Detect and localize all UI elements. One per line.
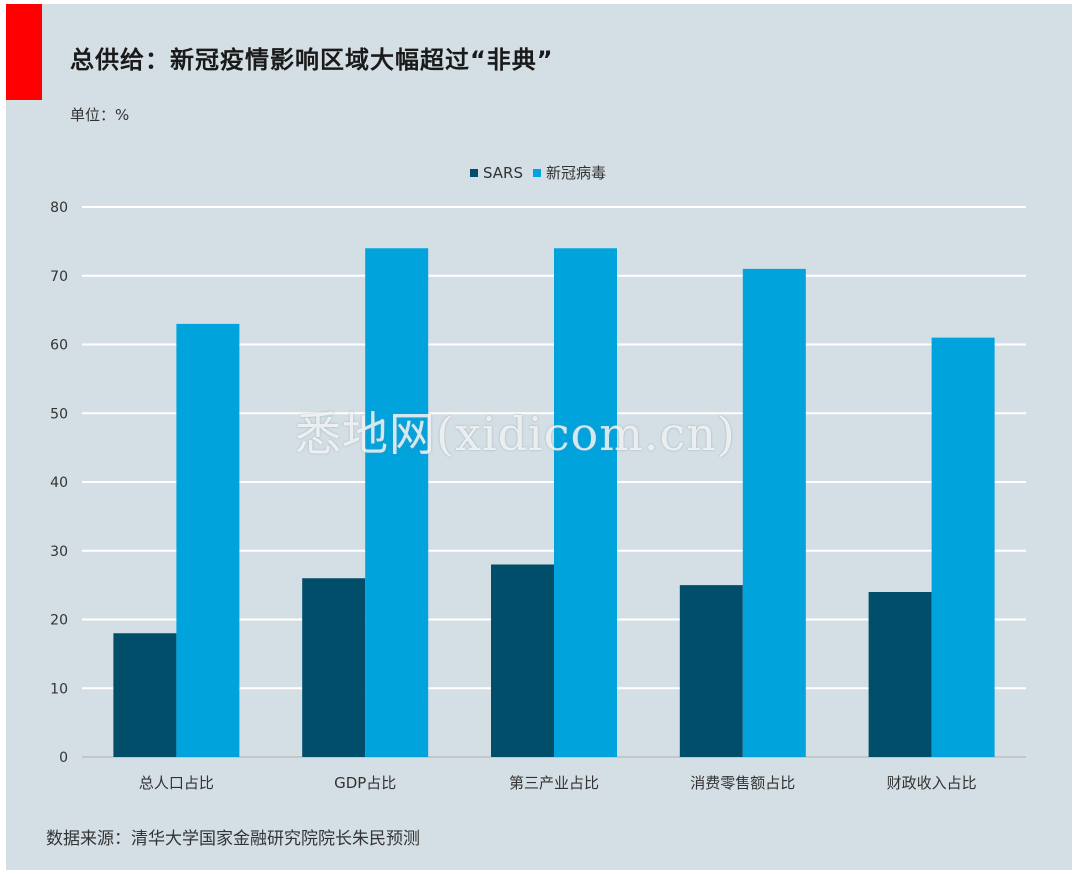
x-tick-label: 第三产业占比 <box>509 774 599 792</box>
x-tick-label: 财政收入占比 <box>887 774 977 792</box>
watermark: 悉地网(xidicom.cn) <box>295 407 736 461</box>
legend-label-covid: 新冠病毒 <box>546 164 607 182</box>
bar-sars-4 <box>868 592 932 757</box>
bar-covid-4 <box>931 337 995 757</box>
y-tick-label: 50 <box>50 406 68 422</box>
accent-bar <box>6 4 42 100</box>
y-tick-label: 30 <box>50 544 68 560</box>
y-tick-label: 0 <box>59 750 68 766</box>
y-tick-label: 40 <box>50 475 68 491</box>
legend-item-covid: 新冠病毒 <box>533 162 606 183</box>
bar-covid-3 <box>742 268 806 757</box>
bar-sars-0 <box>113 633 177 757</box>
legend-swatch-sars <box>470 168 478 177</box>
bar-covid-0 <box>176 323 240 757</box>
x-tick-label: 消费零售额占比 <box>690 774 795 792</box>
chart-title: 总供给：新冠疫情影响区域大幅超过“非典” <box>70 46 554 74</box>
legend-item-sars: SARS <box>470 164 523 182</box>
bar-sars-1 <box>302 578 366 757</box>
source-note: 数据来源：清华大学国家金融研究院院长朱民预测 <box>46 829 420 849</box>
y-tick-label: 20 <box>50 613 68 629</box>
y-tick-label: 80 <box>50 200 68 216</box>
bar-covid-2 <box>554 248 617 757</box>
y-tick-label: 10 <box>50 681 68 697</box>
legend-label-sars: SARS <box>483 163 524 182</box>
x-tick-label: GDP占比 <box>334 774 396 792</box>
bar-sars-2 <box>491 564 554 757</box>
legend-swatch-covid <box>533 168 542 177</box>
x-tick-label: 总人口占比 <box>139 774 214 792</box>
legend: SARS 新冠病毒 <box>470 162 616 183</box>
y-tick-label: 70 <box>50 269 68 285</box>
unit-label: 单位：% <box>70 106 130 124</box>
y-tick-label: 60 <box>50 338 68 354</box>
bar-sars-3 <box>679 585 743 757</box>
bar-covid-1 <box>365 248 429 757</box>
